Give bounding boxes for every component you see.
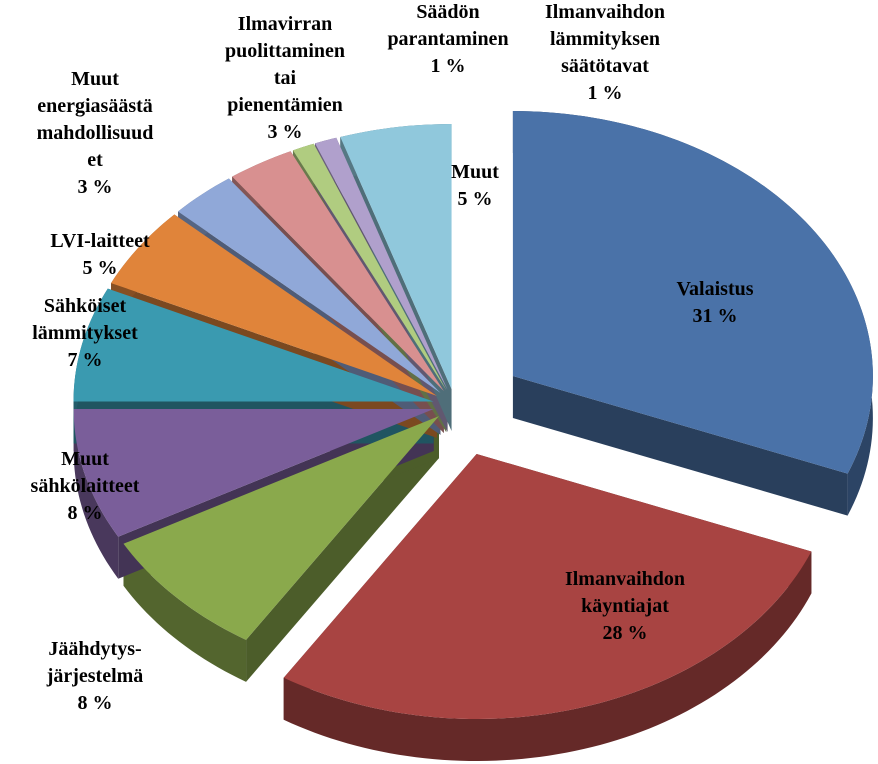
label-line: Säädön	[416, 1, 479, 23]
label-line: Sähköiset	[44, 295, 127, 317]
slice	[123, 416, 439, 640]
label-line: puolittaminen	[225, 40, 345, 62]
slice-label: LVI-laitteet	[50, 230, 150, 252]
slice-wall	[246, 416, 439, 682]
value-label: 8 %	[68, 502, 103, 524]
value-label: 5 %	[458, 188, 493, 210]
label-line: Muut	[451, 161, 499, 183]
slice-label: Ilmanvaihdon lämmityksen säätötavat	[545, 1, 665, 77]
value-label: 1 %	[431, 55, 466, 77]
slice-tops	[73, 111, 873, 720]
label-line: järjestelmä	[46, 665, 144, 687]
slice-label: Ilmavirran puolittaminen tai pienentämien	[225, 13, 345, 116]
slice	[232, 151, 444, 392]
label-line: Jäähdytys-	[48, 638, 141, 660]
slice	[512, 111, 873, 474]
slice-label: Muut sähkölaitteet	[31, 448, 140, 497]
slice	[283, 454, 812, 720]
label-line: energiasäästä	[37, 95, 153, 117]
value-label: 28 %	[603, 622, 648, 644]
slice-side	[123, 543, 247, 682]
value-label: 7 %	[68, 349, 103, 371]
slice-side	[283, 551, 812, 762]
slice	[73, 288, 434, 402]
slice	[292, 143, 447, 391]
label-line: Muut	[61, 448, 109, 470]
slice-wall	[512, 376, 848, 516]
label-line: et	[87, 149, 103, 171]
label-line: tai	[274, 67, 297, 89]
label-line: LVI-laitteet	[50, 230, 150, 252]
slice	[178, 178, 441, 393]
slice-label: Valaistus	[676, 278, 753, 300]
label-line: Valaistus	[676, 278, 753, 300]
label-line: Muut	[71, 68, 119, 90]
slice	[340, 124, 452, 390]
value-label: 1 %	[588, 82, 623, 104]
value-label: 31 %	[693, 305, 738, 327]
label-line: Ilmavirran	[238, 13, 332, 35]
slice-label: Muut energiasäästä mahdollisuud et	[37, 68, 154, 171]
label-line: sähkölaitteet	[31, 475, 140, 497]
slice-side	[73, 409, 119, 579]
slice-label: Säädön parantaminen	[387, 1, 508, 50]
slice-label: Sähköiset lämmitykset	[32, 295, 138, 344]
slice	[315, 137, 448, 390]
value-label: 5 %	[83, 257, 118, 279]
label-line: Ilmanvaihdon	[545, 1, 665, 23]
label-line: käyntiajat	[581, 595, 669, 617]
label-line: säätötavat	[561, 55, 649, 77]
slice	[73, 409, 434, 537]
value-label: 8 %	[78, 692, 113, 714]
slice-label: Jäähdytys-järjestelmä	[46, 638, 144, 687]
label-line: mahdollisuud	[37, 122, 154, 144]
label-line: parantaminen	[387, 28, 508, 50]
value-label: 3 %	[78, 176, 113, 198]
label-line: Ilmanvaihdon	[565, 568, 685, 590]
slice	[111, 214, 437, 396]
slice-label: Ilmanvaihdon käyntiajat	[565, 568, 685, 617]
slice-label: Muut	[451, 161, 499, 183]
label-line: lämmityksen	[550, 28, 660, 50]
label-line: pienentämien	[227, 94, 343, 116]
value-label: 3 %	[268, 121, 303, 143]
label-line: lämmitykset	[32, 322, 138, 344]
